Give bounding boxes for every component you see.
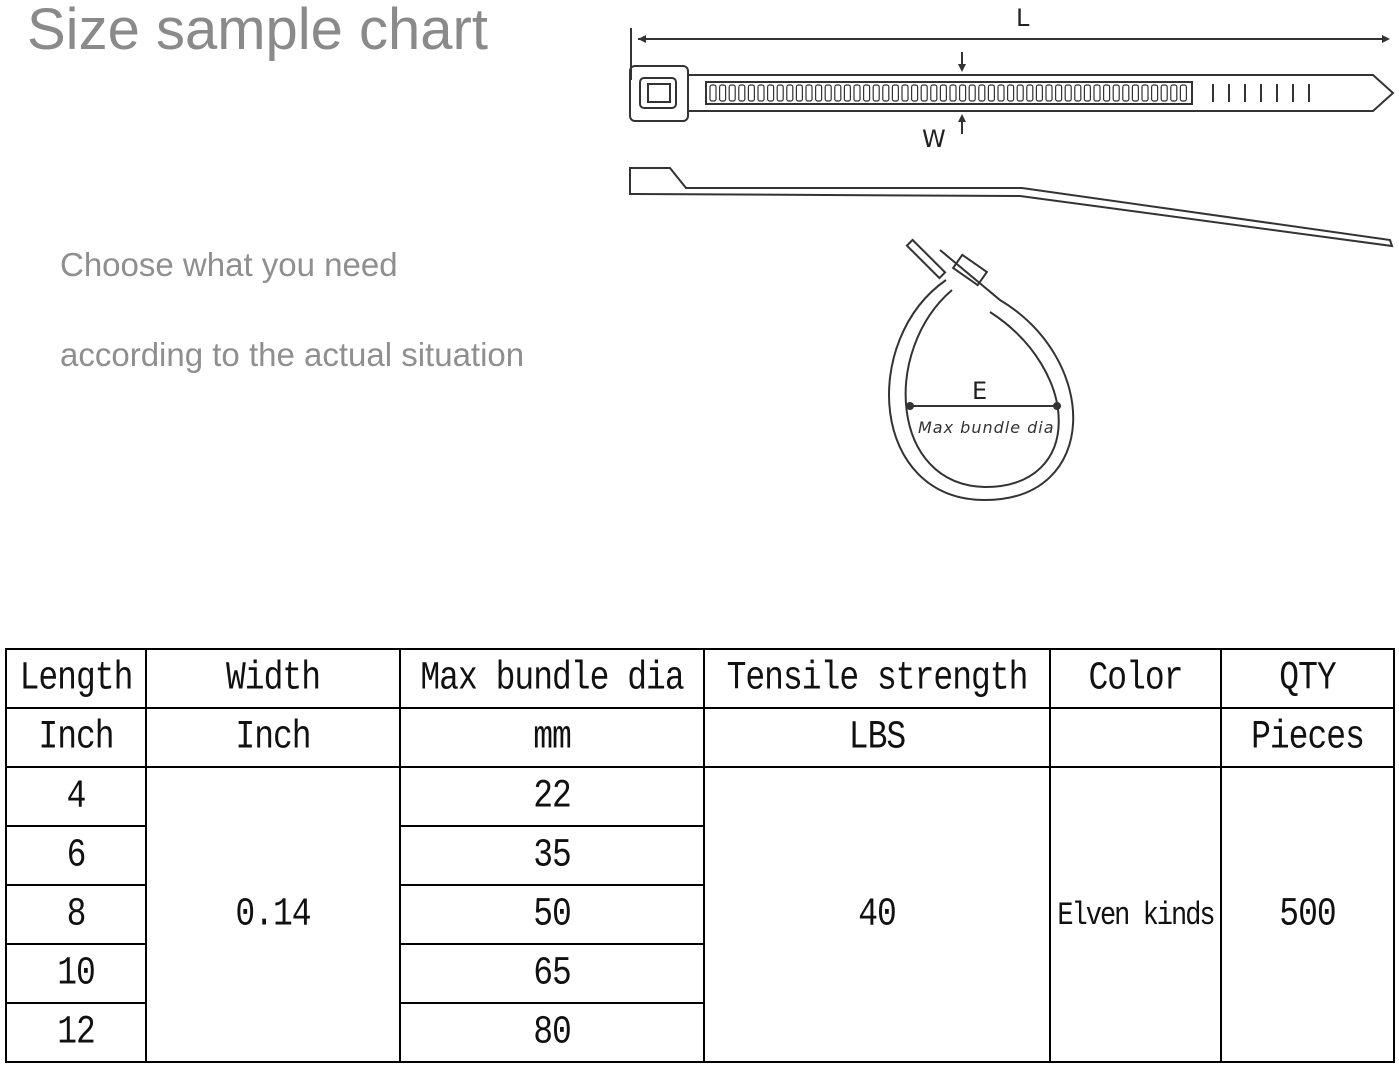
tie-tooth — [1112, 84, 1120, 102]
tie-tooth — [1160, 84, 1168, 102]
tie-tooth — [1074, 84, 1082, 102]
length-cell: 8 — [5, 884, 147, 945]
tie-tooth — [930, 84, 938, 102]
table-row: 10 65 — [5, 943, 1394, 1004]
tie-tooth — [978, 84, 986, 102]
tie-tooth — [1083, 84, 1092, 102]
tie-strap-top — [688, 74, 1395, 112]
tie-tooth — [997, 84, 1005, 102]
tie-tooth — [872, 84, 880, 102]
tie-tooth — [786, 84, 794, 102]
tie-tooth — [939, 84, 948, 102]
header-row: Length Width Max bundle dia Tensile stre… — [5, 648, 1395, 709]
cable-tie-diagram: L W E Max bundle dia — [629, 4, 1395, 502]
tie-tooth — [1093, 84, 1101, 102]
tie-tooth — [1064, 84, 1072, 102]
tie-tooth — [891, 84, 900, 102]
tie-tooth — [814, 84, 823, 102]
size-table: Length Width Max bundle dia Tensile stre… — [5, 648, 1395, 1063]
tie-tooth — [1016, 84, 1024, 102]
tie-tooth — [1054, 84, 1063, 102]
tie-tooth — [1102, 84, 1111, 102]
tie-tooth — [843, 84, 852, 102]
tie-tooth — [805, 84, 813, 102]
tie-side-view — [629, 167, 1394, 248]
tie-tooth — [1131, 84, 1140, 102]
table-row: 4 0.14 22 40 Elven kinds 500 — [5, 766, 1395, 1063]
tie-tooth — [949, 84, 957, 102]
tie-tooth — [968, 84, 976, 102]
header-qty: QTY — [1220, 648, 1395, 709]
color-cell: Elven kinds — [1049, 766, 1222, 1063]
tie-tooth — [738, 84, 746, 102]
units-row: Inch Inch mm LBS Pieces — [5, 707, 1395, 768]
tie-tooth — [987, 84, 996, 102]
header-tensile-strength: Tensile strength — [703, 648, 1051, 709]
max-bundle-dia-cell: 22 — [399, 766, 705, 827]
tie-tooth — [709, 84, 717, 102]
tie-loop-outer — [888, 249, 1075, 502]
length-cell: 12 — [5, 1002, 147, 1063]
table-row: 8 50 — [5, 884, 1394, 945]
max-bundle-dia-cell: 50 — [399, 884, 705, 945]
tie-tooth — [757, 84, 765, 102]
tie-tooth — [718, 84, 727, 102]
unit-length: Inch — [5, 707, 147, 768]
tie-tooth — [958, 84, 967, 102]
unit-max-bundle-dia: mm — [399, 707, 705, 768]
max-bundle-dia-cell: 65 — [399, 943, 705, 1004]
tie-tooth — [1006, 84, 1015, 102]
tie-tooth — [882, 84, 890, 102]
tie-tooth — [1141, 84, 1149, 102]
tie-tooth — [747, 84, 756, 102]
tie-tooth — [920, 84, 928, 102]
tie-tooth — [910, 84, 919, 102]
tie-tooth — [1179, 84, 1188, 102]
page-title: Size sample chart — [27, 0, 488, 62]
tie-tooth — [776, 84, 784, 102]
unit-qty: Pieces — [1220, 707, 1395, 768]
tie-tooth — [1035, 84, 1044, 102]
subtitle-line-2: according to the actual situation — [60, 336, 525, 373]
tie-head-top — [629, 65, 689, 122]
qty-cell: 500 — [1220, 766, 1395, 1063]
tie-tooth — [824, 84, 832, 102]
tie-loop-inner — [904, 289, 1060, 489]
header-max-bundle-dia: Max bundle dia — [399, 648, 705, 709]
length-cell: 4 — [5, 766, 147, 827]
header-length: Length — [5, 648, 147, 709]
tie-tooth — [1026, 84, 1034, 102]
tie-tooth — [834, 84, 842, 102]
tie-tooth — [1045, 84, 1053, 102]
subtitle-line-1: Choose what you need — [60, 246, 398, 283]
width-cell: 0.14 — [145, 766, 401, 1063]
tie-tooth — [795, 84, 804, 102]
tie-tooth — [862, 84, 871, 102]
unit-width: Inch — [145, 707, 401, 768]
tie-tooth — [1170, 84, 1178, 102]
max-bundle-dia-cell: 35 — [399, 825, 705, 886]
tie-tooth — [853, 84, 861, 102]
tensile-strength-cell: 40 — [703, 766, 1051, 1063]
max-bundle-dia-cell: 80 — [399, 1002, 705, 1063]
header-width: Width — [145, 648, 401, 709]
length-label: L — [1016, 4, 1030, 32]
length-cell: 10 — [5, 943, 147, 1004]
tie-tooth — [1122, 84, 1130, 102]
table-row: 6 35 — [5, 825, 1394, 886]
diameter-caption: Max bundle dia — [918, 418, 1055, 437]
tie-tooth — [1150, 84, 1159, 102]
width-label: W — [922, 125, 946, 153]
tie-tooth — [901, 84, 909, 102]
header-color: Color — [1049, 648, 1222, 709]
table-row: 12 80 — [5, 1002, 1394, 1063]
diameter-label: E — [972, 377, 987, 405]
tie-tooth — [728, 84, 736, 102]
tie-tooth — [766, 84, 775, 102]
unit-color — [1049, 707, 1222, 768]
tie-teeth — [709, 84, 1310, 102]
length-cell: 6 — [5, 825, 147, 886]
unit-tensile-strength: LBS — [703, 707, 1051, 768]
